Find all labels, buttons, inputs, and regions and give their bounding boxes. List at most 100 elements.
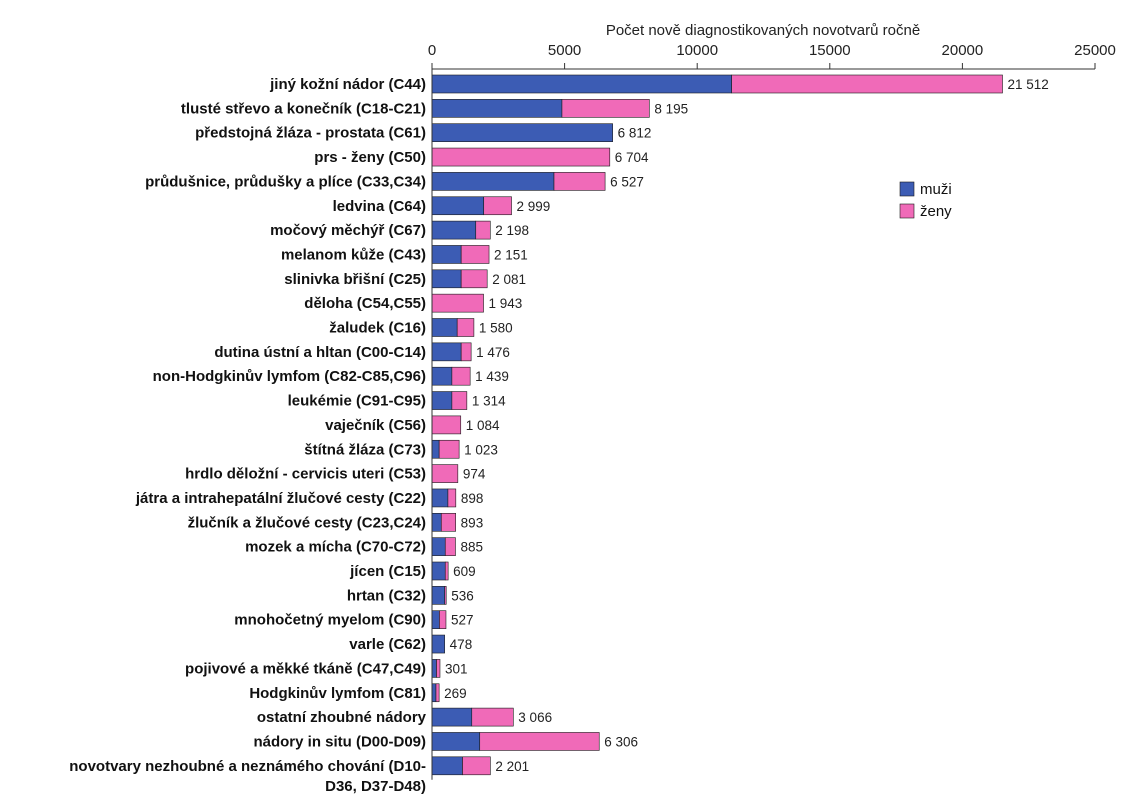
bar-segment-muzi <box>431 610 440 630</box>
x-tick-label: 0 <box>428 42 436 59</box>
legend-label: ženy <box>920 203 952 220</box>
category-label: varle (C62) <box>349 636 426 653</box>
bar-segment-muzi <box>431 732 481 751</box>
bar-segment-muzi <box>431 99 563 118</box>
bar-segment-zeny <box>460 342 472 362</box>
data-label: 1 023 <box>464 442 498 457</box>
data-label: 893 <box>461 515 484 530</box>
bar-segment-muzi <box>431 634 445 654</box>
bar-segment-muzi <box>431 659 437 678</box>
bar-segment-zeny <box>444 537 456 556</box>
bar-segment-muzi <box>431 269 462 289</box>
category-label: děloha (C54,C55) <box>304 295 426 312</box>
category-label: tlusté střevo a konečník (C18-C21) <box>181 100 426 117</box>
bar-segment-muzi <box>431 488 449 508</box>
bar-segment-zeny <box>479 732 600 751</box>
category-label: melanom kůže (C43) <box>281 246 426 263</box>
bar-segment-zeny <box>431 464 459 483</box>
bar-segment-muzi <box>431 74 732 94</box>
category-label: pojivové a měkké tkáně (C47,C49) <box>185 660 426 677</box>
bar-segment-zeny <box>731 74 1003 94</box>
data-label: 1 943 <box>489 296 523 311</box>
data-label: 527 <box>451 613 474 628</box>
bar-segment-zeny <box>444 561 449 581</box>
data-label: 898 <box>461 491 484 506</box>
legend-swatch <box>899 181 915 197</box>
category-label: žaludek (C16) <box>329 320 426 337</box>
bar-segment-muzi <box>431 391 453 410</box>
x-axis-title: Počet nově diagnostikovaných novotvarů r… <box>606 22 920 39</box>
data-label: 2 151 <box>494 247 528 262</box>
bar-segment-zeny <box>444 586 447 605</box>
x-tick-label: 5000 <box>548 42 581 59</box>
category-labels: jiný kožní nádor (C44) tlusté střevo a ko… <box>69 76 426 795</box>
data-label: 974 <box>463 467 486 482</box>
category-label: hrdlo děložní - cervicis uteri (C53) <box>185 466 426 483</box>
category-label: vaječník (C56) <box>325 417 426 434</box>
bar-segment-zeny <box>561 99 650 118</box>
category-label: žlučník a žlučové cesty (C23,C24) <box>188 514 426 531</box>
bar-segment-muzi <box>431 586 446 605</box>
x-tick-label: 20000 <box>942 42 984 59</box>
bar-segment-muzi <box>431 512 442 532</box>
category-label: dutina ústní a hltan (C00-C14) <box>214 344 426 361</box>
data-label: 6 812 <box>618 126 652 141</box>
bar-segment-zeny <box>438 439 460 459</box>
data-label: 2 999 <box>517 199 551 214</box>
category-label: slinivka břišní (C25) <box>284 271 426 288</box>
data-label: 1 314 <box>472 394 506 409</box>
bar-segment-muzi <box>431 537 446 556</box>
bar-segment-zeny <box>456 318 475 337</box>
bar-segment-zeny <box>431 415 462 435</box>
bar-segment-zeny <box>471 707 514 727</box>
category-label: Hodgkinův lymfom (C81) <box>249 685 426 702</box>
bar-segment-muzi <box>431 220 477 240</box>
category-label: ostatní zhoubné nádory <box>257 709 427 726</box>
data-label: 8 195 <box>654 101 688 116</box>
category-label: štítná žláza (C73) <box>304 441 426 458</box>
bar-segment-zeny <box>451 391 468 410</box>
bar-segment-zeny <box>460 269 488 289</box>
bar-segment-zeny <box>440 512 456 532</box>
data-label: 2 198 <box>495 223 529 238</box>
bar-segment-muzi <box>431 439 440 459</box>
bars <box>431 74 1003 776</box>
category-label: novotvary nezhoubné a neznámého chování … <box>69 758 426 795</box>
bar-segment-zeny <box>435 683 440 703</box>
category-label: předstojná žláza - prostata (C61) <box>195 125 426 142</box>
bar-segment-zeny <box>431 293 484 313</box>
bar-segment-muzi <box>431 561 446 581</box>
data-label: 536 <box>451 588 474 603</box>
data-label: 2 081 <box>492 272 526 287</box>
bar-segment-zeny <box>447 488 457 508</box>
bar-segment-muzi <box>431 196 485 216</box>
data-label: 3 066 <box>518 710 552 725</box>
data-label: 6 306 <box>604 734 638 749</box>
bar-segment-muzi <box>431 342 462 362</box>
bar-segment-zeny <box>462 756 491 776</box>
category-label: jiný kožní nádor (C44) <box>269 76 426 93</box>
bar-segment-zeny <box>431 147 611 167</box>
bar-segment-zeny <box>439 610 447 630</box>
category-label: játra a intrahepatální žlučové cesty (C2… <box>135 490 426 507</box>
bar-segment-zeny <box>436 659 441 678</box>
data-label: 1 439 <box>475 369 509 384</box>
category-label: močový měchýř (C67) <box>270 222 426 239</box>
bar-segment-muzi <box>431 245 462 264</box>
bar-segment-zeny <box>460 245 490 264</box>
data-label: 1 476 <box>476 345 510 360</box>
bar-segment-zeny <box>451 366 471 386</box>
category-label: leukémie (C91-C95) <box>288 393 426 410</box>
data-label: 478 <box>450 637 473 652</box>
category-label: nádory in situ (D00-D09) <box>253 733 426 750</box>
x-tick-label: 25000 <box>1074 42 1116 59</box>
data-label: 2 201 <box>495 759 529 774</box>
x-tick-label: 15000 <box>809 42 851 59</box>
data-label: 6 527 <box>610 174 644 189</box>
category-label: mnohočetný myelom (C90) <box>234 612 426 629</box>
category-label: ledvina (C64) <box>333 198 426 215</box>
category-label: non-Hodgkinův lymfom (C82-C85,C96) <box>153 368 426 385</box>
legend-swatch <box>899 203 915 219</box>
category-label: mozek a mícha (C70-C72) <box>245 539 426 556</box>
